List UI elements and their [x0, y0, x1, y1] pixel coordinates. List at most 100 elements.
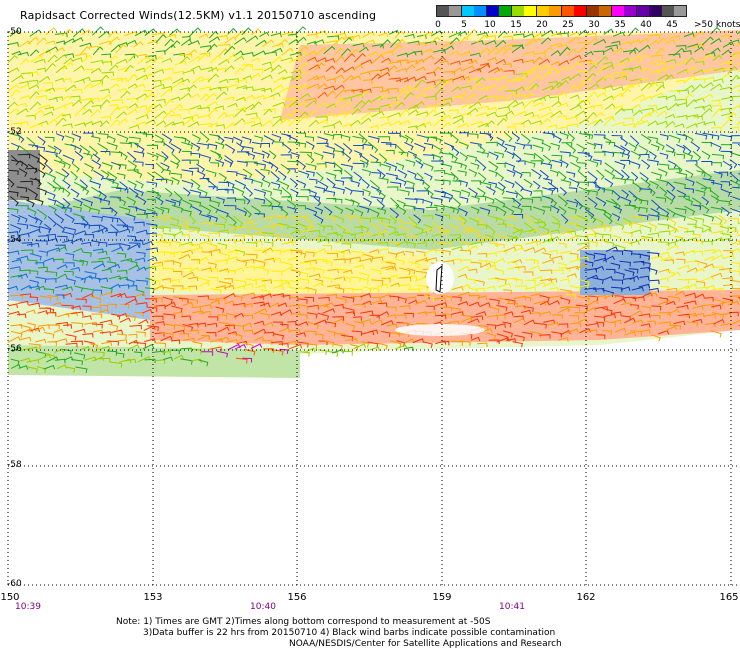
wind-barb	[728, 39, 740, 44]
wind-barb	[363, 286, 372, 293]
wind-barb	[694, 105, 705, 111]
wind-barb	[280, 323, 289, 329]
wind-barb	[99, 120, 110, 127]
wind-barb	[109, 83, 120, 89]
wind-barb	[56, 264, 68, 270]
wind-barb	[513, 295, 527, 301]
wind-barb	[360, 341, 369, 348]
wind-barb	[683, 32, 695, 38]
wind-barb	[36, 366, 47, 374]
wind-barb	[277, 222, 289, 230]
wind-barb	[512, 228, 525, 234]
wind-barb	[134, 105, 148, 110]
wind-barb	[700, 93, 714, 101]
wind-barb	[466, 245, 478, 251]
wind-barb	[70, 305, 82, 311]
wind-barb	[611, 213, 621, 222]
wind-barb	[207, 73, 219, 83]
wind-barb	[369, 346, 380, 352]
wind-barb	[655, 141, 665, 151]
wind-barb	[80, 346, 91, 351]
wind-barb	[399, 120, 411, 126]
wind-barb	[316, 163, 327, 168]
wind-barb	[441, 179, 451, 186]
wind-barb	[371, 73, 382, 81]
wind-barb	[16, 108, 29, 116]
wind-barb	[74, 230, 87, 235]
wind-barb	[226, 226, 238, 233]
wind-barb	[313, 214, 324, 224]
wind-barb	[496, 136, 505, 146]
wind-barb	[253, 233, 266, 238]
wind-barb	[125, 358, 137, 364]
wind-barb	[44, 106, 55, 112]
wind-barb	[569, 94, 580, 100]
wind-barb	[414, 58, 425, 65]
wind-barb	[64, 213, 75, 224]
wind-barb	[345, 207, 355, 216]
wind-barb	[62, 231, 75, 239]
wind-barb	[232, 186, 245, 196]
wind-barb	[91, 104, 102, 110]
wind-barb	[179, 87, 191, 92]
wind-barb	[72, 248, 84, 253]
wind-barb	[70, 340, 83, 346]
wind-barb	[164, 38, 175, 47]
wind-barb	[404, 141, 414, 151]
wind-barb	[360, 231, 372, 237]
wind-barb	[493, 95, 506, 101]
wind-barb	[99, 308, 110, 314]
wind-barb	[72, 213, 85, 222]
wind-barb	[54, 348, 65, 353]
wind-barb	[189, 244, 201, 249]
wind-barb	[118, 228, 131, 234]
legend-tick: 45	[666, 20, 678, 30]
wind-barb	[325, 321, 337, 328]
wind-barb	[422, 180, 431, 190]
wind-barb	[650, 207, 660, 217]
wind-barb	[406, 241, 416, 248]
wind-barb	[296, 115, 309, 125]
wind-barb	[215, 91, 228, 100]
wind-barb	[8, 169, 19, 176]
wind-barb	[297, 180, 307, 189]
footnote-line-3: NOAA/NESDIS/Center for Satellite Applica…	[289, 639, 562, 649]
wind-barb	[449, 37, 460, 45]
wind-barb	[423, 227, 435, 233]
wind-barb	[232, 302, 246, 308]
wind-barb	[335, 110, 348, 117]
wind-barb	[386, 186, 399, 191]
wind-barb	[596, 76, 607, 84]
wind-barb	[116, 133, 129, 143]
wind-barb	[55, 77, 65, 83]
wind-barb	[523, 144, 532, 150]
wind-barb	[656, 105, 669, 111]
wind-barb	[496, 186, 505, 196]
wind-barb	[74, 122, 86, 127]
wind-barb	[47, 247, 61, 253]
wind-barb	[569, 285, 581, 293]
wind-barb	[611, 121, 625, 127]
wind-barb	[397, 217, 405, 228]
wind-barb	[235, 78, 248, 84]
wind-barb	[574, 312, 585, 317]
wind-barb	[305, 251, 315, 257]
wind-barb	[271, 249, 282, 255]
wind-barb	[281, 133, 292, 140]
wind-barb	[629, 240, 640, 245]
wind-barb	[542, 258, 555, 264]
wind-barb	[44, 278, 57, 283]
wind-barb	[416, 92, 427, 99]
wind-barb	[29, 279, 40, 287]
wind-barb	[731, 51, 740, 56]
wind-barb	[665, 195, 674, 205]
wind-barb	[243, 233, 254, 240]
wind-barb	[134, 29, 148, 37]
wind-barb	[305, 50, 317, 57]
wind-barb	[559, 288, 572, 296]
wind-barb	[30, 55, 43, 63]
wind-barb	[83, 340, 95, 348]
wind-barb	[665, 94, 677, 100]
wind-barb	[533, 101, 544, 107]
wind-barb	[286, 199, 297, 210]
